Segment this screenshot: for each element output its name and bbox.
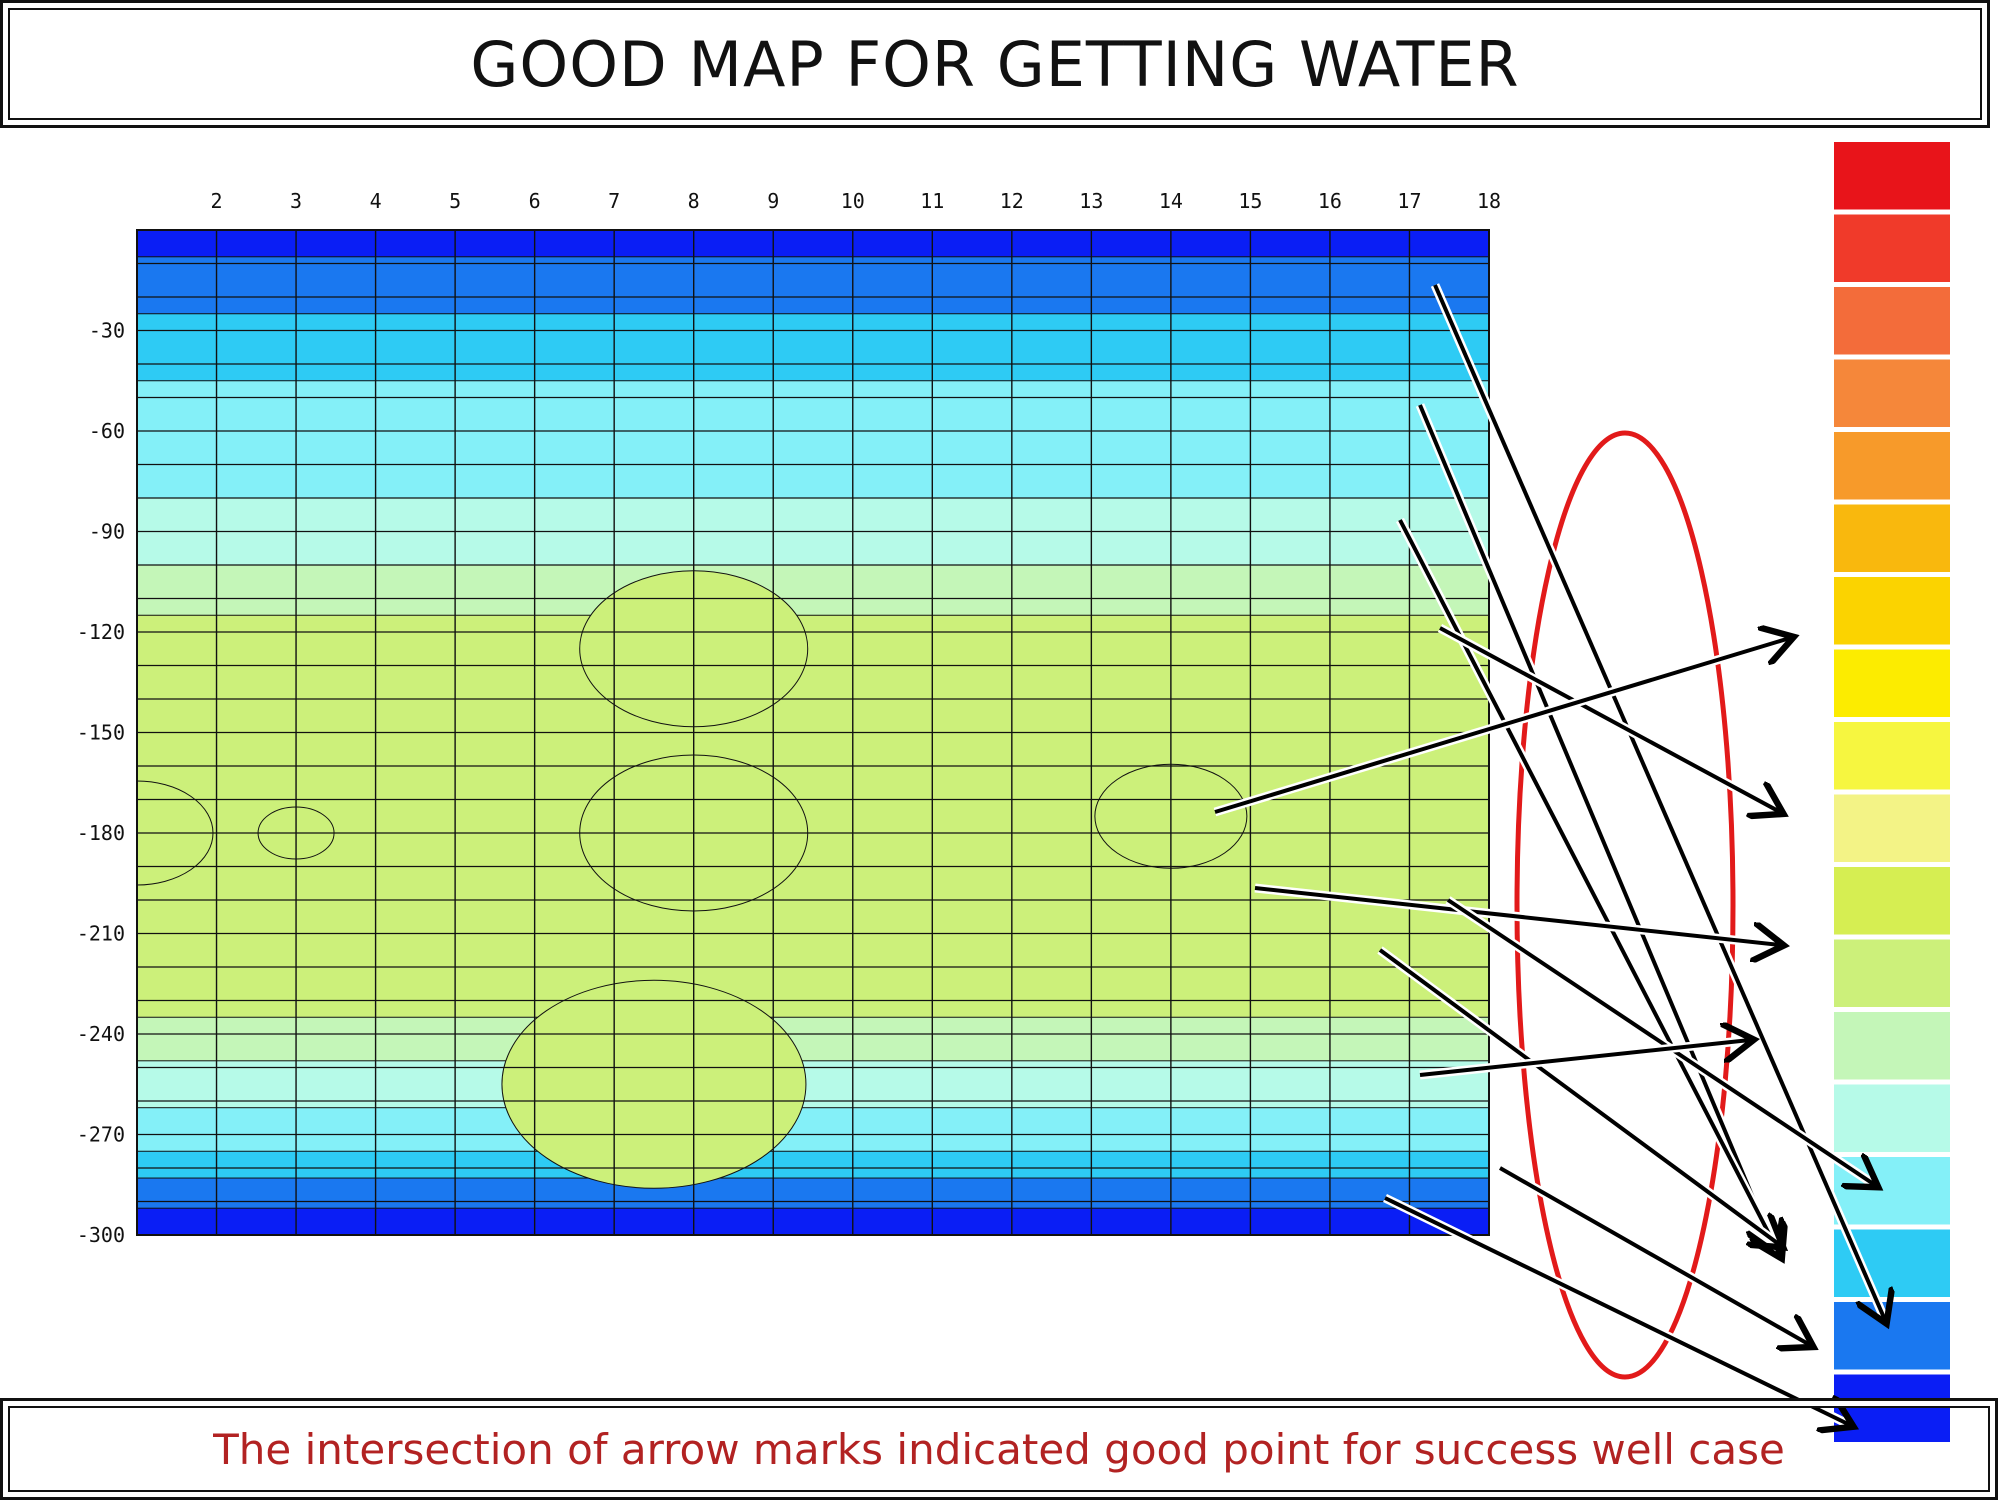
colorbar-swatch [1834, 1012, 1950, 1080]
arrow-5 [1214, 638, 1790, 814]
arrow-4 [1439, 626, 1780, 812]
annotations [1213, 283, 1885, 1425]
y-tick-label: -60 [89, 419, 125, 443]
colorbar-swatch [1834, 722, 1950, 790]
x-tick-label: 2 [211, 189, 223, 213]
arrow-8 [1378, 948, 1780, 1245]
y-tick-label: -180 [77, 821, 125, 845]
colorbar-swatch [1834, 504, 1950, 572]
caption: The intersection of arrow marks indicate… [213, 1424, 1785, 1474]
arrow-1 [1433, 284, 1885, 1320]
x-tick-label: 11 [920, 189, 944, 213]
colorbar-swatch [1834, 287, 1950, 355]
arrow-9 [1419, 1040, 1750, 1077]
arrow-6 [1254, 886, 1780, 945]
colorbar [1834, 142, 1950, 1442]
colorbar-swatch [1834, 359, 1950, 427]
x-tick-label: 15 [1238, 189, 1262, 213]
colorbar-swatch [1834, 1084, 1950, 1152]
x-tick-label: 10 [841, 189, 865, 213]
colorbar-swatch [1834, 794, 1950, 862]
colorbar-swatch [1834, 432, 1950, 500]
x-tick-label: 16 [1318, 189, 1342, 213]
red-ellipse [1514, 430, 1736, 1380]
x-tick-label: 3 [290, 189, 302, 213]
y-tick-label: -210 [77, 922, 125, 946]
colorbar-swatch [1834, 939, 1950, 1007]
title-box: GOOD MAP FOR GETTING WATER [0, 0, 1990, 128]
x-tick-label: 17 [1397, 189, 1421, 213]
x-tick-label: 8 [688, 189, 700, 213]
x-tick-label: 12 [1000, 189, 1024, 213]
colorbar-swatch [1834, 577, 1950, 645]
y-tick-label: -120 [77, 620, 125, 644]
colorbar-swatch [1834, 867, 1950, 935]
y-tick-label: -240 [77, 1022, 125, 1046]
colorbar-swatch [1834, 1302, 1950, 1370]
colorbar-swatch [1834, 214, 1950, 282]
arrow-7 [1446, 898, 1875, 1185]
y-tick-label: -150 [77, 721, 125, 745]
x-tick-label: 6 [529, 189, 541, 213]
x-tick-label: 14 [1159, 189, 1183, 213]
hotspot-6-ring [501, 979, 807, 1189]
x-tick-label: 13 [1079, 189, 1103, 213]
y-tick-label: -300 [77, 1223, 125, 1247]
colorbar-swatch [1834, 142, 1950, 210]
y-tick-label: -270 [77, 1123, 125, 1147]
y-tick-label: -90 [89, 520, 125, 544]
grid [136, 229, 1490, 1236]
contour-band-6 [137, 614, 1489, 1018]
x-tick-label: 4 [370, 189, 382, 213]
x-tick-label: 5 [449, 189, 461, 213]
y-tick-label: -30 [89, 319, 125, 343]
caption-box: The intersection of arrow marks indicate… [0, 1398, 1998, 1500]
x-tick-label: 18 [1477, 189, 1501, 213]
x-tick-label: 7 [608, 189, 620, 213]
heatmap-plot: 2 3 4 5 6 7 8 9 10 11 12 13 14 15 16 17 18 -30 -60 -90 -120 -… [77, 189, 1501, 1247]
arrow-10 [1499, 1166, 1810, 1345]
x-tick-label: 9 [767, 189, 779, 213]
colorbar-swatch [1834, 649, 1950, 717]
arrow-2 [1418, 404, 1775, 1250]
page-title: GOOD MAP FOR GETTING WATER [470, 27, 1520, 101]
arrow-11 [1384, 1196, 1850, 1425]
